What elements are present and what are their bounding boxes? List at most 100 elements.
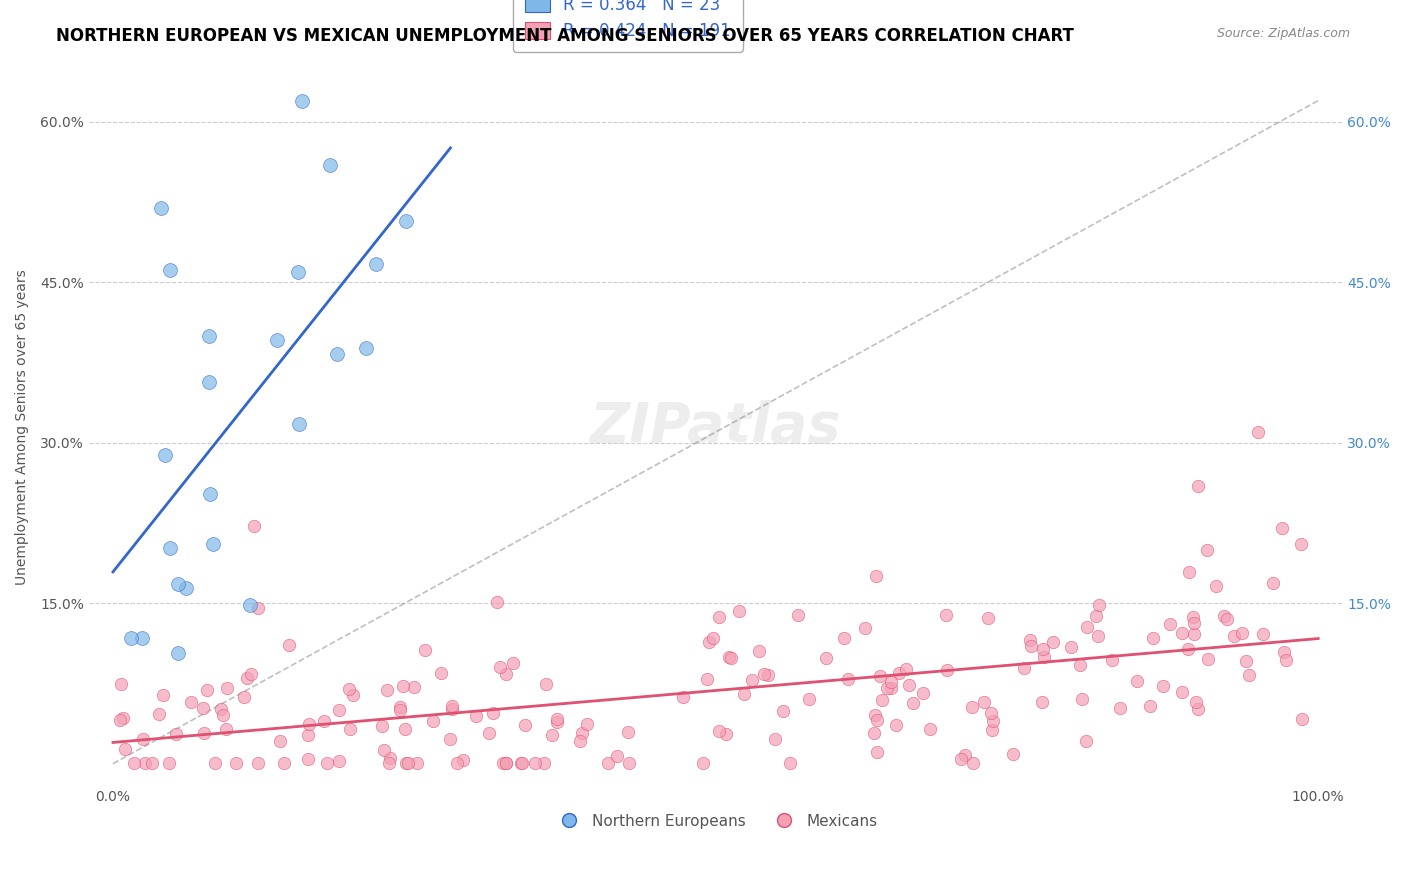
Point xyxy=(1142,631,1164,645)
Point xyxy=(1084,609,1107,624)
Point xyxy=(377,756,399,770)
Point xyxy=(406,756,429,770)
Point xyxy=(159,541,181,555)
Point xyxy=(389,699,412,714)
Point xyxy=(370,719,392,733)
Point xyxy=(110,713,132,727)
Point xyxy=(165,727,187,741)
Point xyxy=(865,569,887,583)
Point xyxy=(157,756,180,770)
Point xyxy=(1031,695,1053,709)
Point xyxy=(884,718,907,732)
Point xyxy=(477,725,499,739)
Point xyxy=(741,673,763,687)
Point xyxy=(1182,609,1205,624)
Point xyxy=(110,677,132,691)
Point xyxy=(918,722,941,736)
Point xyxy=(901,696,924,710)
Point xyxy=(1076,620,1098,634)
Point xyxy=(887,666,910,681)
Point xyxy=(1247,425,1270,439)
Point xyxy=(159,263,181,277)
Point xyxy=(298,717,321,731)
Point xyxy=(897,678,920,692)
Point xyxy=(748,644,770,658)
Point xyxy=(239,666,262,681)
Point xyxy=(396,756,419,770)
Point xyxy=(1032,650,1054,665)
Point xyxy=(863,725,886,739)
Point xyxy=(439,731,461,746)
Point xyxy=(1184,626,1206,640)
Point xyxy=(763,732,786,747)
Point xyxy=(148,707,170,722)
Point xyxy=(489,659,512,673)
Point xyxy=(394,213,416,227)
Point xyxy=(541,728,564,742)
Point xyxy=(486,594,509,608)
Text: NORTHERN EUROPEAN VS MEXICAN UNEMPLOYMENT AMONG SENIORS OVER 65 YEARS CORRELATIO: NORTHERN EUROPEAN VS MEXICAN UNEMPLOYMEN… xyxy=(56,27,1074,45)
Point xyxy=(465,709,488,723)
Point xyxy=(1042,635,1064,649)
Point xyxy=(1108,701,1130,715)
Point xyxy=(316,756,339,770)
Point xyxy=(1205,579,1227,593)
Point xyxy=(204,756,226,770)
Point xyxy=(523,756,546,770)
Point xyxy=(239,598,262,612)
Point xyxy=(1069,658,1091,673)
Point xyxy=(870,693,893,707)
Point xyxy=(152,688,174,702)
Point xyxy=(266,334,288,348)
Point xyxy=(980,723,1002,737)
Point xyxy=(953,748,976,763)
Point xyxy=(973,695,995,709)
Point xyxy=(235,671,257,685)
Point xyxy=(1019,639,1042,653)
Point xyxy=(571,726,593,740)
Point xyxy=(209,702,232,716)
Point xyxy=(375,683,398,698)
Point xyxy=(977,611,1000,625)
Point xyxy=(1171,626,1194,640)
Point xyxy=(702,631,724,645)
Point xyxy=(1101,653,1123,667)
Point xyxy=(1001,747,1024,761)
Point xyxy=(727,604,749,618)
Point xyxy=(1261,575,1284,590)
Point xyxy=(441,699,464,714)
Point xyxy=(180,695,202,709)
Point xyxy=(546,712,568,726)
Point xyxy=(1274,653,1296,667)
Point xyxy=(481,706,503,720)
Point xyxy=(269,734,291,748)
Point xyxy=(1236,654,1258,668)
Point xyxy=(287,265,309,279)
Point xyxy=(981,714,1004,729)
Point xyxy=(167,577,190,591)
Point xyxy=(1060,640,1083,654)
Point xyxy=(495,666,517,681)
Point xyxy=(980,706,1002,721)
Point xyxy=(709,610,731,624)
Point xyxy=(314,714,336,728)
Point xyxy=(606,749,628,764)
Point xyxy=(797,691,820,706)
Point xyxy=(422,714,444,728)
Point xyxy=(328,703,350,717)
Point xyxy=(339,723,361,737)
Text: Source: ZipAtlas.com: Source: ZipAtlas.com xyxy=(1216,27,1350,40)
Point xyxy=(837,673,859,687)
Point xyxy=(1125,674,1147,689)
Point xyxy=(733,687,755,701)
Point xyxy=(962,756,984,770)
Point xyxy=(1195,543,1218,558)
Point xyxy=(430,666,453,681)
Point xyxy=(1289,537,1312,551)
Point xyxy=(155,448,177,462)
Point xyxy=(866,713,889,727)
Point xyxy=(291,94,314,108)
Point xyxy=(1087,629,1109,643)
Point xyxy=(936,663,959,677)
Point xyxy=(692,756,714,770)
